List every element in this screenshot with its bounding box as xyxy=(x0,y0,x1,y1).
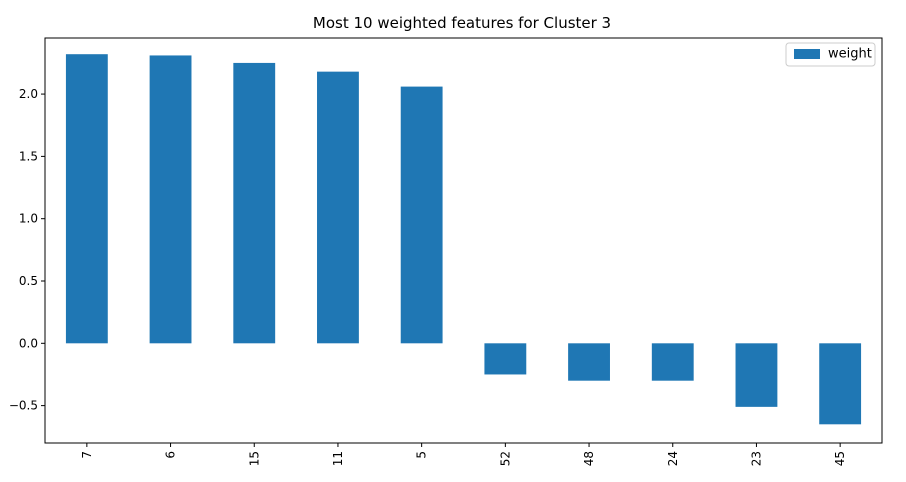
legend: weight xyxy=(785,42,876,67)
x-tick-label: 52 xyxy=(498,451,512,466)
x-tick-label: 11 xyxy=(331,451,345,466)
bar-11 xyxy=(317,71,359,344)
x-tick-label: 45 xyxy=(833,451,847,466)
plot-frame xyxy=(44,37,883,444)
bar-6 xyxy=(149,55,192,344)
bar-45 xyxy=(819,343,862,425)
bar-15 xyxy=(233,62,276,344)
x-tick-label: 7 xyxy=(80,451,94,459)
y-tick-label: 2.0 xyxy=(19,87,38,101)
y-axis: −0.5 0.0 0.5 1.0 1.5 2.0 xyxy=(9,87,45,413)
bar-52 xyxy=(484,343,527,375)
x-tick-label: 23 xyxy=(749,451,763,466)
x-tick-label: 6 xyxy=(164,451,178,459)
x-tick-label: 15 xyxy=(247,451,261,466)
legend-box xyxy=(785,42,876,67)
legend-swatch-weight xyxy=(794,49,820,59)
y-tick-label: 0.5 xyxy=(19,274,38,288)
bar-48 xyxy=(568,343,610,381)
bar-7 xyxy=(65,54,108,344)
x-tick-label: 5 xyxy=(415,451,429,459)
x-tick-label: 24 xyxy=(666,451,680,466)
bar-5 xyxy=(400,86,443,344)
y-tick-label: 0.0 xyxy=(19,336,38,350)
y-tick-label: −0.5 xyxy=(9,399,38,413)
x-axis: 7 6 15 11 5 52 48 24 23 45 xyxy=(80,443,847,466)
x-tick-label: 48 xyxy=(582,451,596,466)
y-tick-label: 1.0 xyxy=(19,212,38,226)
bar-24 xyxy=(651,343,694,381)
chart-title: Most 10 weighted features for Cluster 3 xyxy=(313,14,611,32)
y-tick-label: 1.5 xyxy=(19,149,38,163)
bars-layer xyxy=(65,54,862,425)
legend-label-weight: weight xyxy=(828,47,872,62)
bar-23 xyxy=(735,343,778,407)
